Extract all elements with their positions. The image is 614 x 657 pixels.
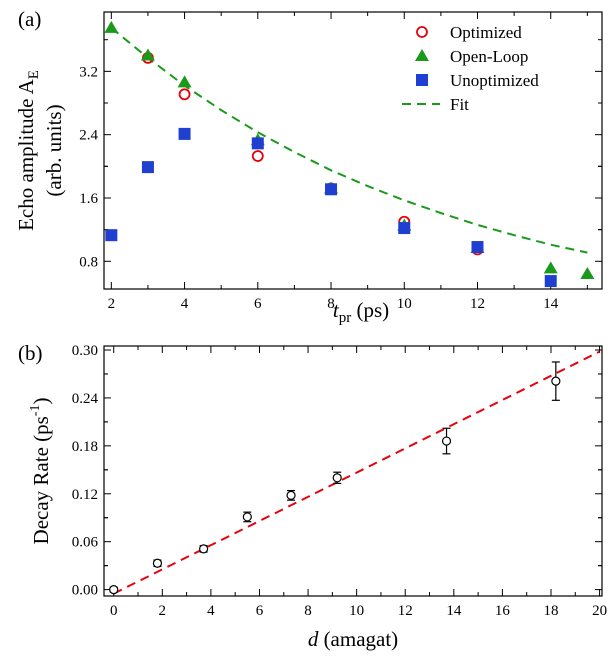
x-tick-label: 16 — [495, 603, 511, 619]
legend-label: Unoptimized — [450, 71, 539, 90]
data-point-unoptimized — [544, 275, 557, 288]
x-tick-label: 20 — [592, 603, 607, 619]
x-tick-label: 6 — [254, 296, 262, 312]
y-tick-label: 0.8 — [79, 254, 98, 270]
legend: Optimized Open-Loop Unoptimized Fit — [402, 23, 539, 114]
y-tick-label: 1.6 — [79, 191, 98, 207]
x-tick-label: 14 — [543, 296, 559, 312]
data-point — [199, 544, 209, 554]
y-axis-label: Echo amplitude AE — [14, 70, 42, 231]
x-tick-label: 8 — [304, 603, 312, 619]
panel-a: 2 4 6 8 10 12 14 0.8 1.6 2.4 3.2 (a) tpr (ps) Echo am… — [14, 7, 603, 326]
x-tick-label: 10 — [397, 296, 412, 312]
data-point — [109, 585, 119, 595]
plot-area — [109, 350, 601, 595]
panel-label: (b) — [18, 341, 43, 365]
y-axis-label-units: (arb. units) — [42, 104, 66, 196]
legend-label: Optimized — [450, 23, 522, 42]
legend-label: Open-Loop — [450, 47, 528, 66]
x-tick-label: 14 — [446, 603, 462, 619]
y-tick-label: 3.2 — [79, 64, 98, 80]
y-tick-label: 0.00 — [72, 583, 98, 599]
x-tick-label: 18 — [543, 603, 558, 619]
x-tick-label: 8 — [327, 296, 335, 312]
plot-area — [104, 20, 595, 288]
y-tick-label: 0.06 — [72, 535, 99, 551]
data-point — [152, 558, 163, 568]
x-axis-label: tpr (ps) — [333, 298, 389, 326]
legend-marker-open-loop — [415, 49, 429, 61]
data-point-unoptimized — [471, 241, 484, 254]
x-tick-label: 10 — [349, 603, 364, 619]
fit-line — [113, 350, 601, 595]
y-tick-label: 0.24 — [72, 391, 99, 407]
data-point-open-loop — [543, 261, 558, 274]
legend-label: Fit — [450, 95, 469, 114]
x-tick-label: 12 — [398, 603, 413, 619]
x-tick-label: 2 — [108, 296, 116, 312]
data-point — [332, 473, 342, 483]
legend-marker-optimized — [416, 26, 428, 38]
data-point-unoptimized — [325, 183, 338, 196]
data-point-optimized — [251, 150, 264, 162]
y-axis-label: Decay Rate (ps-1) — [28, 398, 53, 545]
data-point — [551, 376, 561, 386]
x-tick-label: 0 — [110, 603, 118, 619]
x-axis-label: d (amagat) — [308, 627, 398, 651]
data-point-unoptimized — [178, 127, 191, 140]
x-tick-label: 4 — [181, 296, 189, 312]
y-tick-label: 0.18 — [72, 439, 98, 455]
x-tick-label: 6 — [256, 603, 264, 619]
data-point — [441, 436, 452, 446]
panel-label: (a) — [18, 7, 41, 31]
plot-frame — [103, 11, 603, 290]
panel-b: 0 2 4 6 8 10 12 14 16 18 20 0.00 0.06 0.12 0.18 0.24 0.3… — [18, 341, 607, 651]
plot-frame — [103, 345, 603, 597]
y-tick-label: 0.30 — [72, 343, 98, 359]
data-point-unoptimized — [141, 161, 154, 174]
y-tick-label: 2.4 — [79, 128, 98, 144]
y-tick-label: 0.12 — [72, 487, 98, 503]
data-point-open-loop — [580, 266, 595, 279]
data-point — [242, 512, 252, 522]
data-point — [286, 490, 296, 500]
data-point-unoptimized — [398, 222, 411, 235]
legend-marker-unoptimized — [416, 74, 428, 86]
data-point-open-loop — [177, 75, 192, 88]
data-point-open-loop — [140, 48, 155, 61]
x-tick-label: 12 — [470, 296, 485, 312]
x-tick-label: 2 — [159, 603, 167, 619]
x-tick-label: 4 — [207, 603, 215, 619]
data-point-unoptimized — [251, 137, 264, 150]
data-point-optimized — [178, 88, 191, 101]
fit-line — [110, 27, 588, 254]
data-point-open-loop — [104, 20, 119, 33]
data-point-unoptimized — [105, 229, 118, 242]
